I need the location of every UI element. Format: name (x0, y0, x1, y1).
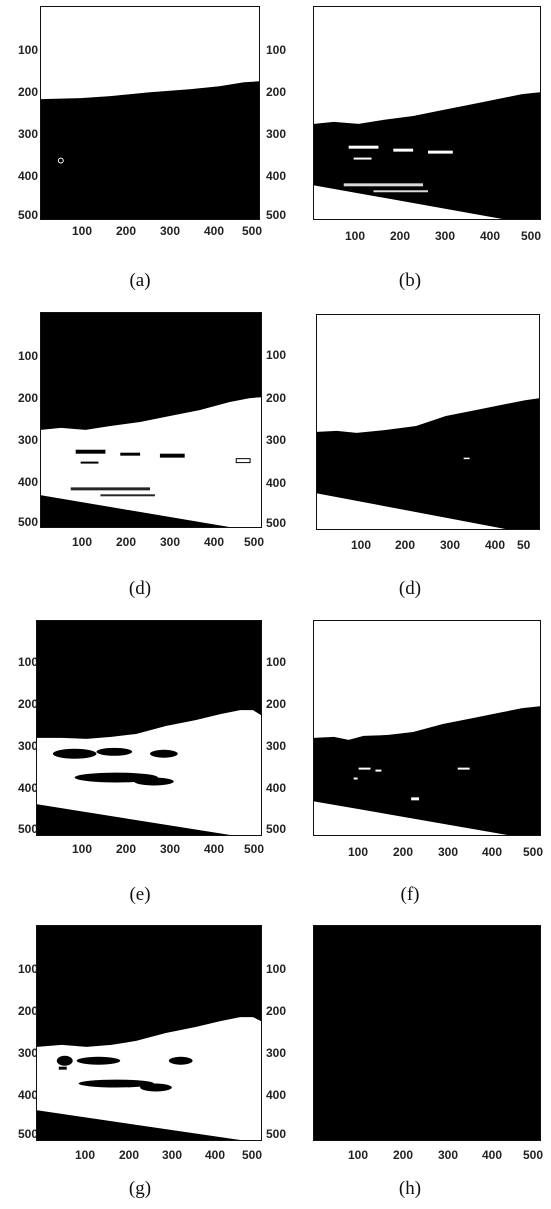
image-plot-g (36, 925, 262, 1141)
y-tick-100: 100 (265, 348, 286, 362)
y-tick-400: 400 (17, 169, 38, 183)
y-tick-500: 500 (17, 515, 38, 529)
x-tick-300: 300 (434, 229, 456, 243)
x-tick-100: 100 (347, 845, 369, 859)
y-tick-400: 400 (17, 781, 38, 795)
y-tick-200: 200 (17, 391, 38, 405)
x-tick-500: 500 (522, 845, 544, 859)
y-tick-400: 400 (265, 1088, 286, 1102)
y-tick-300: 300 (265, 739, 286, 753)
x-tick-200: 200 (115, 224, 137, 238)
panel-caption: (b) (398, 270, 422, 291)
x-tick-300: 300 (437, 845, 459, 859)
y-tick-200: 200 (17, 85, 38, 99)
y-tick-200: 200 (265, 391, 286, 405)
x-tick-500: 500 (522, 1148, 544, 1162)
y-tick-300: 300 (17, 433, 38, 447)
y-tick-200: 200 (265, 697, 286, 711)
x-tick-400: 400 (481, 1148, 503, 1162)
x-tick-300: 300 (159, 842, 181, 856)
y-tick-400: 400 (265, 169, 286, 183)
x-tick-400: 400 (203, 842, 225, 856)
x-tick-400: 400 (484, 538, 506, 552)
y-tick-500: 500 (17, 1127, 38, 1141)
y-tick-200: 200 (17, 697, 38, 711)
image-plot-h (313, 925, 541, 1141)
panel-caption: (g) (128, 1178, 152, 1199)
image-plot-b (313, 6, 541, 220)
image-plot-d-right (316, 314, 540, 530)
y-tick-100: 100 (265, 43, 286, 57)
x-tick-200: 200 (389, 229, 411, 243)
x-tick-200: 200 (118, 1148, 140, 1162)
panel-caption: (d) (398, 578, 422, 599)
x-tick-200: 200 (392, 845, 414, 859)
panel-caption: (f) (400, 884, 420, 905)
x-tick-100: 100 (71, 842, 93, 856)
x-tick-300: 300 (437, 1148, 459, 1162)
y-tick-100: 100 (17, 349, 38, 363)
x-tick-500: 500 (243, 842, 265, 856)
y-tick-500: 500 (265, 516, 286, 530)
y-tick-100: 100 (265, 962, 286, 976)
y-tick-500: 500 (265, 822, 286, 836)
x-tick-200: 200 (392, 1148, 414, 1162)
y-tick-300: 300 (265, 1046, 286, 1060)
y-tick-100: 100 (17, 43, 38, 57)
x-tick-500: 50 (517, 538, 531, 552)
x-tick-100: 100 (344, 229, 366, 243)
y-tick-200: 200 (17, 1004, 38, 1018)
image-plot-e (36, 620, 262, 836)
y-tick-400: 400 (265, 476, 286, 490)
x-tick-100: 100 (350, 538, 372, 552)
panel-caption: (a) (129, 270, 151, 291)
x-tick-500: 500 (241, 1148, 263, 1162)
x-tick-100: 100 (71, 224, 93, 238)
image-plot-f (313, 620, 541, 836)
x-tick-400: 400 (479, 229, 501, 243)
y-tick-500: 500 (17, 208, 38, 222)
y-tick-200: 200 (265, 85, 286, 99)
panel-caption: (h) (398, 1178, 422, 1199)
panel-caption: (e) (129, 884, 151, 905)
y-tick-300: 300 (265, 433, 286, 447)
x-tick-300: 300 (159, 224, 181, 238)
y-tick-100: 100 (265, 655, 286, 669)
y-tick-100: 100 (17, 655, 38, 669)
x-tick-100: 100 (347, 1148, 369, 1162)
image-plot-a (40, 6, 260, 220)
y-tick-400: 400 (17, 475, 38, 489)
x-tick-200: 200 (394, 538, 416, 552)
y-tick-400: 400 (17, 1088, 38, 1102)
y-tick-300: 300 (17, 127, 38, 141)
y-tick-500: 500 (17, 822, 38, 836)
x-tick-200: 200 (115, 842, 137, 856)
x-tick-500: 500 (241, 224, 263, 238)
x-tick-300: 300 (159, 535, 181, 549)
x-tick-300: 300 (161, 1148, 183, 1162)
x-tick-200: 200 (115, 535, 137, 549)
x-tick-100: 100 (74, 1148, 96, 1162)
y-tick-300: 300 (265, 127, 286, 141)
x-tick-100: 100 (71, 535, 93, 549)
x-tick-500: 500 (520, 229, 542, 243)
y-tick-500: 500 (265, 1127, 286, 1141)
y-tick-200: 200 (265, 1004, 286, 1018)
y-tick-500: 500 (265, 208, 286, 222)
x-tick-400: 400 (203, 535, 225, 549)
y-tick-300: 300 (17, 739, 38, 753)
y-tick-300: 300 (17, 1046, 38, 1060)
x-tick-400: 400 (481, 845, 503, 859)
x-tick-300: 300 (439, 538, 461, 552)
y-tick-400: 400 (265, 781, 286, 795)
x-tick-400: 400 (204, 1148, 226, 1162)
x-tick-500: 500 (243, 535, 265, 549)
image-plot-d-left (40, 312, 262, 528)
y-tick-100: 100 (17, 962, 38, 976)
x-tick-400: 400 (203, 224, 225, 238)
panel-caption: (d) (128, 578, 152, 599)
